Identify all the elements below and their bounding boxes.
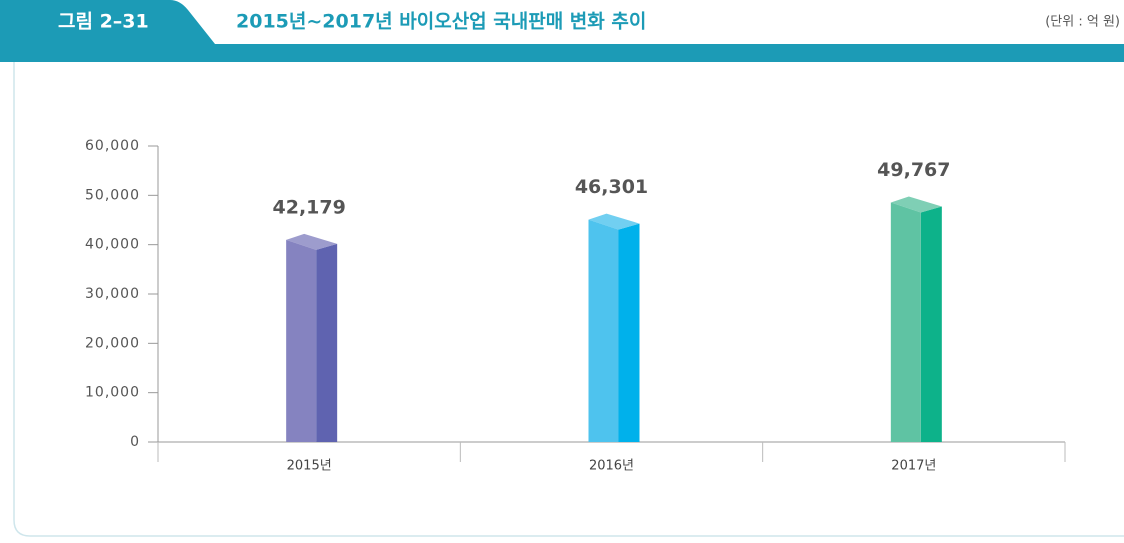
bar-top (286, 233, 338, 250)
bar-front (286, 239, 317, 442)
bar-front (890, 202, 921, 442)
value-label: 42,179 (273, 196, 346, 218)
x-tick-label: 2015년 (287, 459, 332, 474)
value-label: 49,767 (877, 159, 950, 181)
x-tick-label: 2016년 (589, 459, 634, 474)
y-tick-label: 50,000 (85, 187, 140, 203)
y-tick-label: 30,000 (85, 286, 140, 302)
bar-top (890, 196, 942, 213)
x-tick-label: 2017년 (891, 459, 936, 474)
bar-side (618, 223, 640, 442)
y-tick-label: 10,000 (85, 385, 140, 401)
bar-top (588, 213, 640, 230)
bar-front (588, 219, 619, 442)
y-tick-label: 60,000 (85, 138, 140, 154)
y-tick-label: 40,000 (85, 237, 140, 253)
frame (13, 62, 1124, 537)
header-band (0, 44, 1124, 62)
bar-side (920, 206, 942, 442)
value-label: 46,301 (575, 176, 648, 198)
y-tick-label: 0 (130, 434, 140, 450)
chart-title: 2015년~2017년 바이오산업 국내판매 변화 추이 (236, 11, 646, 33)
unit-label: (단위 : 억 원) (1045, 15, 1120, 30)
y-tick-label: 20,000 (85, 335, 140, 351)
figure-tab (0, 0, 215, 44)
bar-side (316, 243, 338, 442)
figure-label: 그림 2–31 (58, 11, 149, 33)
